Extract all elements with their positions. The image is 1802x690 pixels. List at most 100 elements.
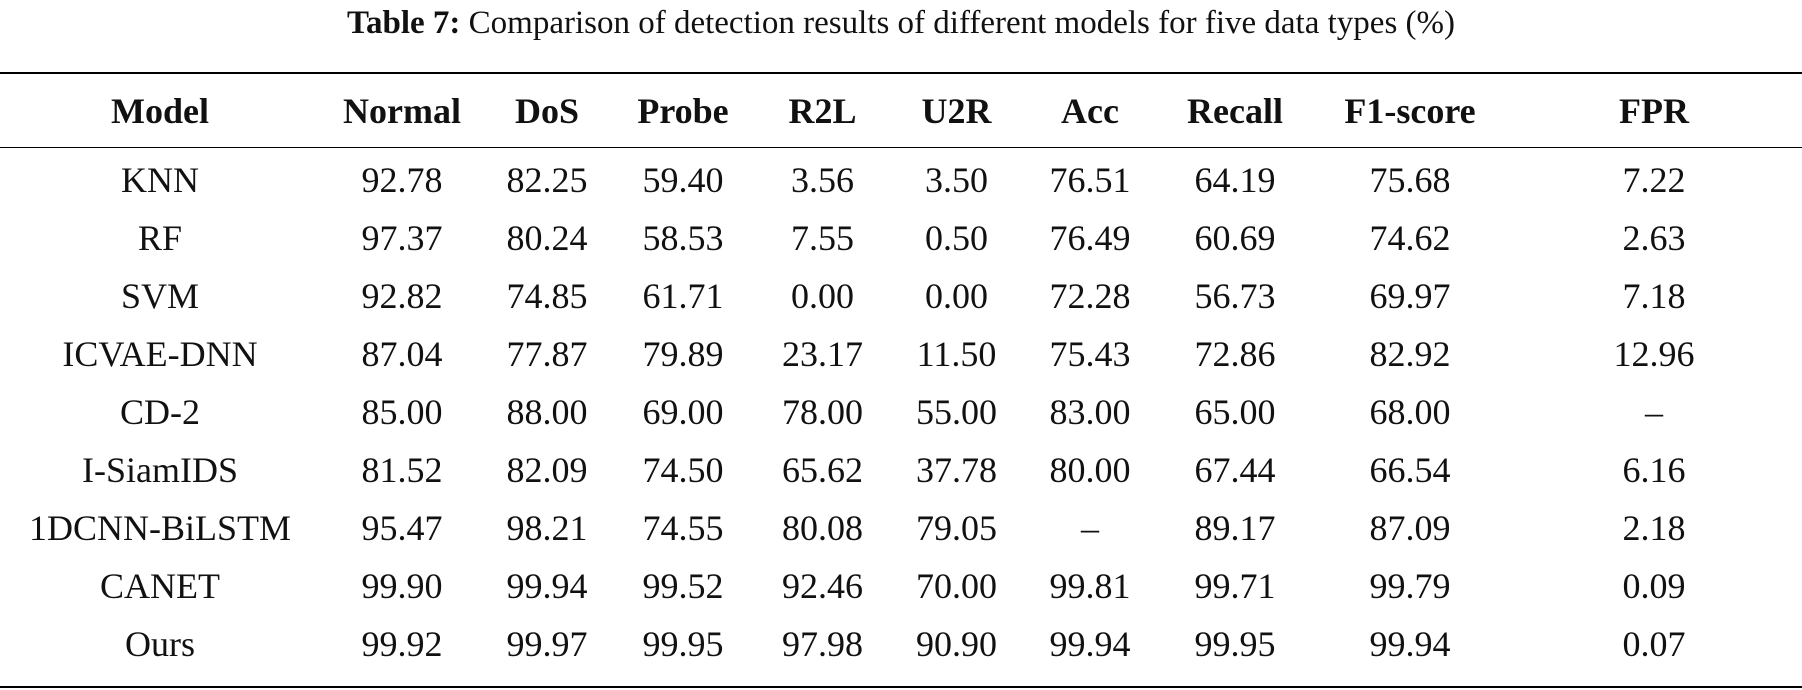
- cell-recall: 56.73: [1194, 276, 1276, 316]
- column-header-probe: Probe: [637, 90, 729, 131]
- table-row: KNN 92.78 82.25 59.40 3.56 3.50 76.51 64.19 75.6…: [0, 147, 1802, 209]
- cell-acc: –: [1081, 508, 1099, 548]
- cell-probe: 74.50: [642, 450, 724, 490]
- cell-probe: 99.95: [642, 624, 724, 664]
- cell-r2l: 0.00: [791, 276, 854, 316]
- cell-normal: 92.78: [361, 160, 443, 200]
- cell-f1-score: 75.68: [1369, 160, 1451, 200]
- cell-normal: 97.37: [361, 218, 443, 258]
- cell-probe: 58.53: [642, 218, 724, 258]
- cell-normal: 99.90: [361, 566, 443, 606]
- cell-probe: 59.40: [642, 160, 724, 200]
- column-header-recall: Recall: [1187, 90, 1283, 131]
- cell-f1-score: 99.94: [1369, 624, 1451, 664]
- table-row: 1DCNN-BiLSTM 95.47 98.21 74.55 80.08 79.05 – 89…: [0, 499, 1802, 557]
- cell-u2r: 0.50: [925, 218, 988, 258]
- cell-recall: 89.17: [1194, 508, 1276, 548]
- cell-dos: 98.21: [506, 508, 588, 548]
- cell-u2r: 11.50: [916, 334, 997, 374]
- cell-acc: 72.28: [1049, 276, 1131, 316]
- cell-recall: 65.00: [1194, 392, 1276, 432]
- cell-fpr: 0.07: [1622, 624, 1686, 664]
- cell-normal: 87.04: [361, 334, 443, 374]
- cell-u2r: 90.90: [916, 624, 997, 664]
- cell-acc: 76.49: [1049, 218, 1131, 258]
- cell-u2r: 70.00: [916, 566, 997, 606]
- cell-dos: 74.85: [506, 276, 588, 316]
- cell-fpr: 7.18: [1622, 276, 1686, 316]
- cell-probe: 99.52: [642, 566, 724, 606]
- column-header-normal: Normal: [343, 90, 461, 131]
- cell-recall: 64.19: [1194, 160, 1276, 200]
- cell-f1-score: 82.92: [1369, 334, 1451, 374]
- comparison-table: Model Normal DoS Probe R2L U2R Acc Recal…: [0, 74, 1802, 673]
- cell-f1-score: 69.97: [1369, 276, 1451, 316]
- cell-u2r: 37.78: [916, 450, 997, 490]
- table-row: RF 97.37 80.24 58.53 7.55 0.50 76.49 60.69 74.62…: [0, 209, 1802, 267]
- cell-normal: 81.52: [361, 450, 443, 490]
- cell-acc: 80.00: [1049, 450, 1131, 490]
- cell-model: KNN: [121, 160, 199, 200]
- table-header-row: Model Normal DoS Probe R2L U2R Acc Recal…: [0, 74, 1802, 147]
- cell-model: I-SiamIDS: [82, 450, 238, 490]
- cell-f1-score: 68.00: [1369, 392, 1451, 432]
- column-header-f1-score: F1-score: [1344, 90, 1476, 131]
- cell-r2l: 78.00: [782, 392, 863, 432]
- column-header-acc: Acc: [1061, 90, 1119, 131]
- cell-f1-score: 87.09: [1369, 508, 1451, 548]
- cell-u2r: 0.00: [925, 276, 988, 316]
- cell-fpr: 2.18: [1622, 508, 1686, 548]
- table-row: I-SiamIDS 81.52 82.09 74.50 65.62 37.78 80.00 6…: [0, 441, 1802, 499]
- cell-model: CANET: [100, 566, 220, 606]
- header-rule: [0, 147, 1802, 148]
- caption-text: Comparison of detection results of diffe…: [468, 5, 1455, 41]
- cell-f1-score: 74.62: [1369, 218, 1451, 258]
- cell-r2l: 97.98: [782, 624, 863, 664]
- table-row: CD-2 85.00 88.00 69.00 78.00 55.00 83.00 65.00 6…: [0, 383, 1802, 441]
- cell-recall: 99.71: [1194, 566, 1276, 606]
- column-header-model: Model: [111, 90, 209, 131]
- caption-label: Table 7:: [347, 5, 461, 41]
- cell-r2l: 65.62: [782, 450, 863, 490]
- column-header-dos: DoS: [514, 90, 580, 131]
- cell-acc: 76.51: [1049, 160, 1131, 200]
- cell-r2l: 23.17: [782, 334, 863, 374]
- cell-dos: 99.94: [506, 566, 588, 606]
- cell-model: 1DCNN-BiLSTM: [28, 508, 292, 548]
- table-body: KNN 92.78 82.25 59.40 3.56 3.50 76.51 64.19 75.6…: [0, 147, 1802, 673]
- cell-normal: 85.00: [361, 392, 443, 432]
- table-row: SVM 92.82 74.85 61.71 0.00 0.00 72.28 56.73 69.9…: [0, 267, 1802, 325]
- cell-normal: 95.47: [361, 508, 443, 548]
- cell-u2r: 3.50: [925, 160, 988, 200]
- cell-probe: 79.89: [642, 334, 724, 374]
- cell-probe: 61.71: [642, 276, 724, 316]
- cell-fpr: 12.96: [1613, 334, 1695, 374]
- table-caption: Table 7: Comparison of detection results…: [0, 0, 1802, 46]
- column-header-u2r: U2R: [921, 90, 992, 131]
- cell-acc: 99.94: [1049, 624, 1131, 664]
- top-rule: [0, 72, 1802, 74]
- cell-fpr: 2.63: [1622, 218, 1686, 258]
- cell-fpr: 6.16: [1622, 450, 1686, 490]
- cell-dos: 82.09: [506, 450, 588, 490]
- cell-normal: 99.92: [361, 624, 443, 664]
- bottom-rule: [0, 686, 1802, 688]
- cell-r2l: 3.56: [791, 160, 854, 200]
- cell-model: CD-2: [120, 392, 200, 432]
- cell-acc: 83.00: [1049, 392, 1131, 432]
- cell-dos: 82.25: [506, 160, 588, 200]
- cell-probe: 74.55: [642, 508, 724, 548]
- cell-dos: 88.00: [506, 392, 588, 432]
- cell-model: SVM: [120, 276, 200, 316]
- cell-r2l: 7.55: [791, 218, 854, 258]
- cell-f1-score: 99.79: [1369, 566, 1451, 606]
- column-header-r2l: R2L: [788, 90, 857, 131]
- cell-acc: 75.43: [1049, 334, 1131, 374]
- cell-u2r: 79.05: [916, 508, 997, 548]
- cell-probe: 69.00: [642, 392, 724, 432]
- cell-normal: 92.82: [361, 276, 443, 316]
- cell-f1-score: 66.54: [1369, 450, 1451, 490]
- cell-dos: 80.24: [506, 218, 588, 258]
- column-header-fpr: FPR: [1619, 90, 1689, 131]
- cell-model: RF: [137, 218, 183, 258]
